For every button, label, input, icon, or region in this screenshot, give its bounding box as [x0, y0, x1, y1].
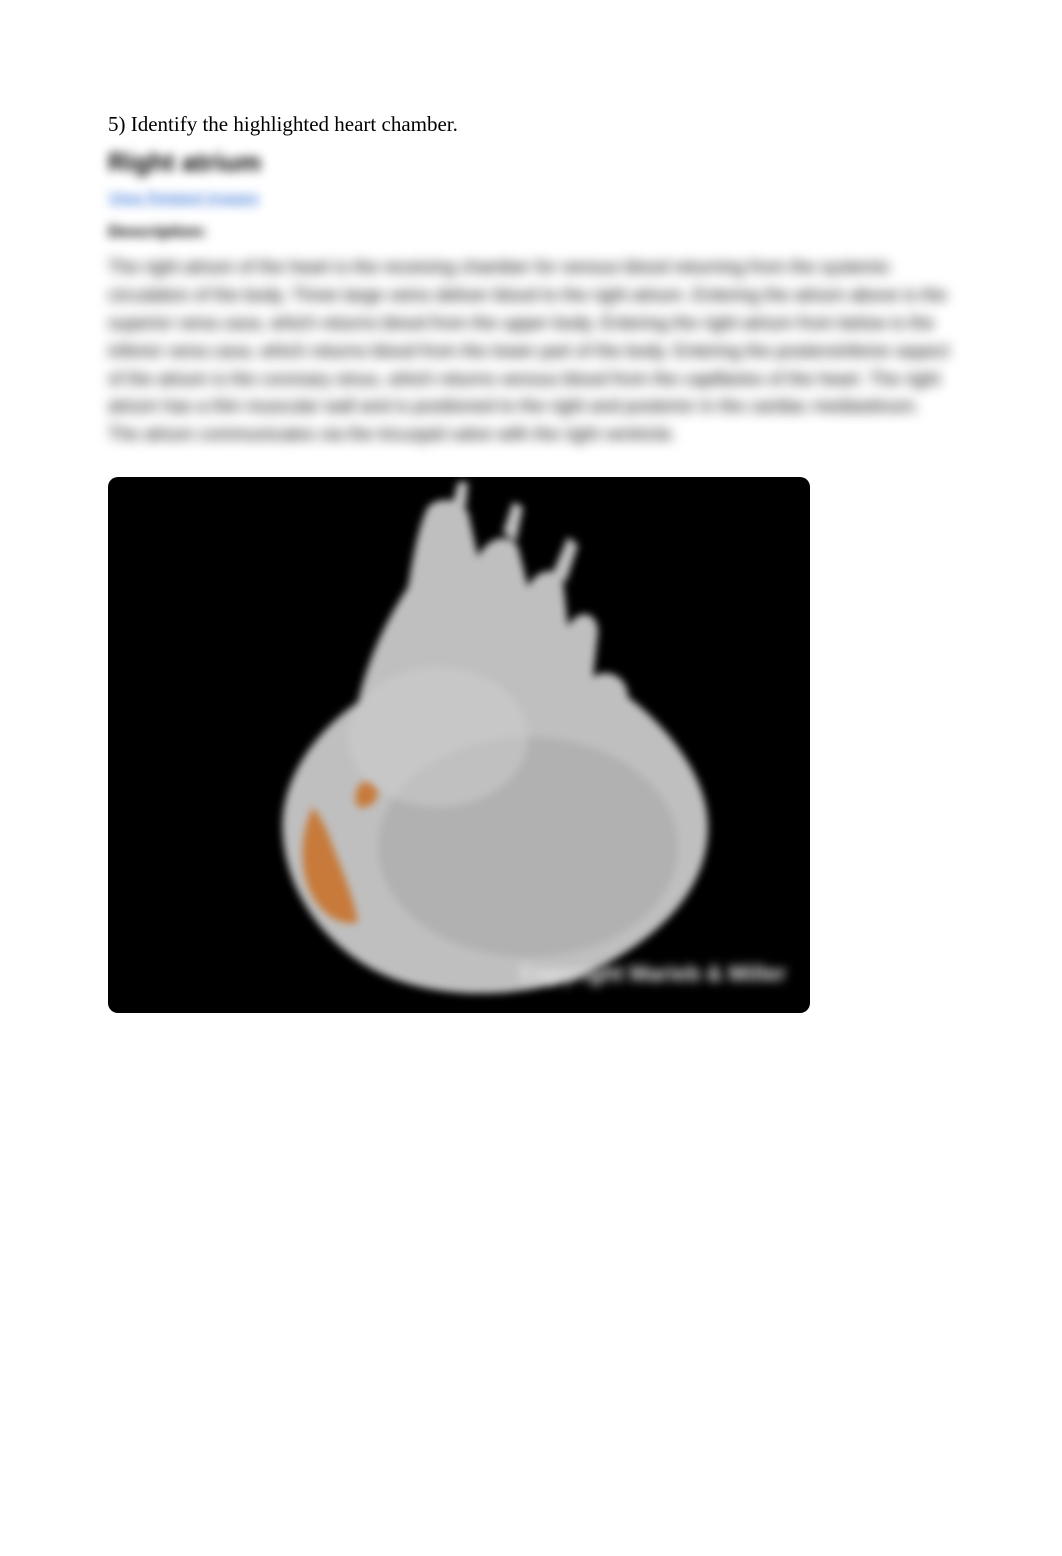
description-heading: Description: — [108, 222, 954, 242]
document-page: 5) Identify the highlighted heart chambe… — [0, 0, 1062, 1013]
question-text: 5) Identify the highlighted heart chambe… — [108, 112, 954, 137]
heart-image: Copyright Marieb & Miller — [108, 477, 810, 1013]
view-related-images-link[interactable]: View Related Images — [108, 190, 259, 208]
heart-illustration — [108, 477, 810, 1013]
image-copyright: Copyright Marieb & Miller — [520, 961, 786, 987]
description-body: The right atrium of the heart is the rec… — [108, 254, 954, 449]
answer-title: Right atrium — [108, 147, 954, 178]
